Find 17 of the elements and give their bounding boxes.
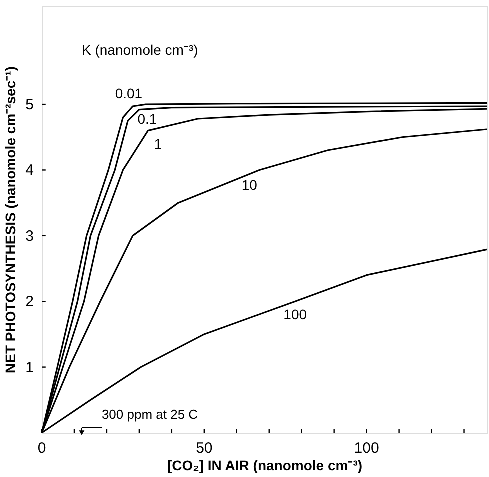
series-label: 1 xyxy=(154,136,162,152)
y-tick-label: 3 xyxy=(26,228,34,245)
series-label: 10 xyxy=(242,177,258,194)
x-tick-label: 0 xyxy=(38,440,46,457)
x-axis-title: [CO₂] IN AIR (nanomole cm⁻³) xyxy=(167,458,363,474)
y-tick-label: 4 xyxy=(26,162,34,180)
x-tick-label: 50 xyxy=(196,440,213,457)
legend-title: K (nanomole cm⁻³) xyxy=(82,42,198,58)
annotation: 300 ppm at 25 C xyxy=(102,407,198,422)
x-tick-label: 100 xyxy=(354,440,380,457)
series-label: 0.01 xyxy=(115,86,143,102)
y-tick-label: 2 xyxy=(26,294,34,311)
series-label: 0.1 xyxy=(138,110,158,127)
y-tick-label: 1 xyxy=(26,359,34,376)
series-label: 100 xyxy=(284,306,308,323)
y-axis-title: NET PHOTOSYNTHESIS (nanomole cm⁻²sec⁻¹) xyxy=(2,66,18,374)
y-tick-label: 5 xyxy=(26,96,34,114)
